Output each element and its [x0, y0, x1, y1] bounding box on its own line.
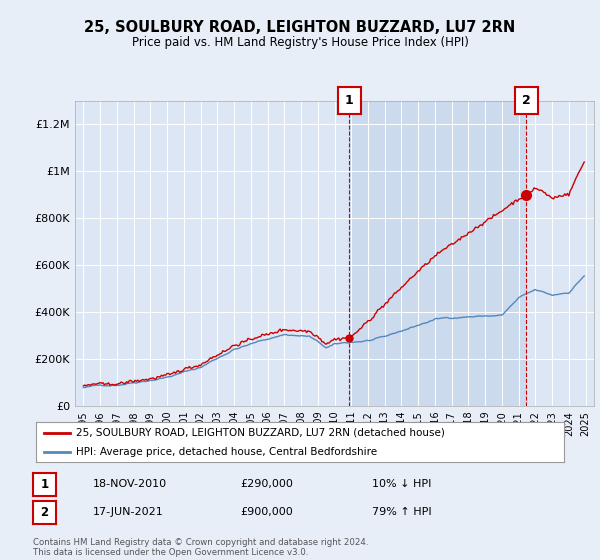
Text: 2: 2 [40, 506, 49, 519]
Text: 17-JUN-2021: 17-JUN-2021 [93, 507, 164, 517]
Text: 1: 1 [40, 478, 49, 491]
Text: 2: 2 [522, 94, 531, 108]
Text: 79% ↑ HPI: 79% ↑ HPI [372, 507, 431, 517]
Text: 25, SOULBURY ROAD, LEIGHTON BUZZARD, LU7 2RN: 25, SOULBURY ROAD, LEIGHTON BUZZARD, LU7… [85, 20, 515, 35]
Text: £900,000: £900,000 [240, 507, 293, 517]
Text: 18-NOV-2010: 18-NOV-2010 [93, 479, 167, 489]
Text: £290,000: £290,000 [240, 479, 293, 489]
Text: 1: 1 [345, 94, 353, 108]
Text: Price paid vs. HM Land Registry's House Price Index (HPI): Price paid vs. HM Land Registry's House … [131, 36, 469, 49]
Bar [349, 101, 526, 406]
Text: HPI: Average price, detached house, Central Bedfordshire: HPI: Average price, detached house, Cent… [76, 447, 377, 457]
Text: 10% ↓ HPI: 10% ↓ HPI [372, 479, 431, 489]
Text: 25, SOULBURY ROAD, LEIGHTON BUZZARD, LU7 2RN (detached house): 25, SOULBURY ROAD, LEIGHTON BUZZARD, LU7… [76, 428, 445, 438]
Text: Contains HM Land Registry data © Crown copyright and database right 2024.
This d: Contains HM Land Registry data © Crown c… [33, 538, 368, 557]
